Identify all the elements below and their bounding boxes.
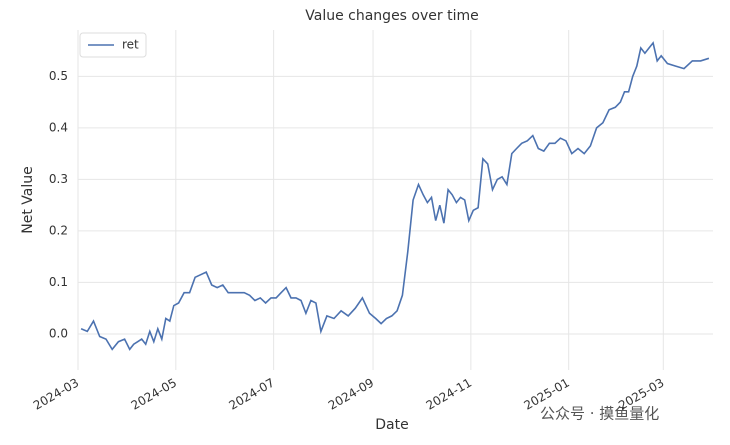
x-tick-label: 2024-07 xyxy=(226,376,276,413)
y-tick-label: 0.0 xyxy=(49,326,68,340)
x-tick-label: 2024-05 xyxy=(129,376,179,413)
chart-title: Value changes over time xyxy=(305,8,478,24)
y-tick-label: 0.4 xyxy=(49,120,68,134)
y-axis-label: Net Value xyxy=(20,166,36,233)
watermark: 公众号 · 摸鱼量化 xyxy=(540,405,659,423)
x-tick-label: 2024-09 xyxy=(326,376,376,413)
y-tick-label: 0.2 xyxy=(49,223,68,237)
y-tick-label: 0.1 xyxy=(49,275,68,289)
line-series xyxy=(80,41,710,351)
x-tick-label: 2024-03 xyxy=(31,376,81,413)
x-tick-label: 2024-11 xyxy=(424,376,474,413)
y-tick-label: 0.3 xyxy=(49,172,68,186)
legend-label: ret xyxy=(122,38,139,52)
x-axis-label: Date xyxy=(375,417,408,433)
y-tick-label: 0.5 xyxy=(49,69,68,83)
